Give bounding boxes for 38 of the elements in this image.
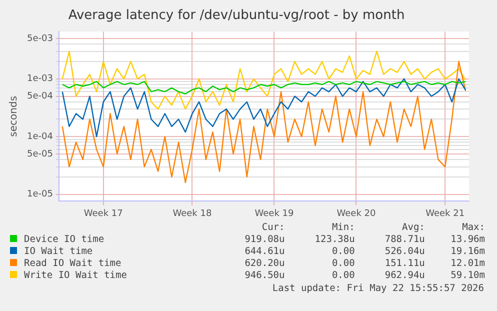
- text: Cur:: [260, 222, 285, 234]
- text: 919.08u: [244, 234, 285, 246]
- y-tick-label: 1e-05: [26, 190, 53, 200]
- legend-label: Device IO time: [24, 234, 104, 245]
- y-tick-label: 1e-04: [26, 132, 54, 142]
- y-axis-title: seconds: [8, 96, 20, 137]
- legend-label: IO Wait time: [24, 246, 93, 257]
- text: 59.10m: [450, 270, 485, 282]
- x-tick-label: Week 18: [172, 208, 212, 219]
- text: 123.38u: [314, 234, 355, 246]
- text: 644.61u: [244, 246, 285, 258]
- y-tick-label: 1e-03: [26, 74, 53, 84]
- legend-label: Write IO Wait time: [24, 270, 127, 281]
- x-tick-label: Week 19: [254, 208, 294, 219]
- text: 19.16m: [450, 246, 485, 258]
- text: Min:: [330, 222, 355, 234]
- y-tick-label: 5e-04: [26, 92, 54, 102]
- text: Max:: [461, 222, 485, 234]
- text: 0.00: [330, 246, 355, 258]
- text: 526.04u: [384, 246, 425, 258]
- text: 962.94u: [384, 270, 425, 282]
- text: Last update: Fri May 22 15:55:57 2026: [271, 282, 485, 295]
- text: 946.50u: [244, 270, 285, 282]
- text: 0.00: [330, 258, 355, 270]
- chart-title: Average latency for /dev/ubuntu-vg/root - by month: [68, 8, 405, 24]
- y-tick-label: 5e-05: [26, 149, 53, 160]
- text: 13.96m: [450, 234, 485, 246]
- text: 788.71u: [384, 234, 425, 246]
- legend-label: Read IO Wait time: [24, 258, 122, 269]
- y-tick-label: 5e-03: [26, 34, 53, 44]
- text: Avg:: [401, 222, 425, 234]
- x-tick-label: Week 21: [426, 208, 465, 219]
- x-tick-label: Week 17: [84, 208, 123, 219]
- text: 0.00: [330, 270, 355, 282]
- text: 151.11u: [384, 258, 425, 270]
- x-tick-label: Week 20: [336, 208, 376, 219]
- text: 620.20u: [244, 258, 285, 270]
- text: 12.01m: [450, 258, 485, 270]
